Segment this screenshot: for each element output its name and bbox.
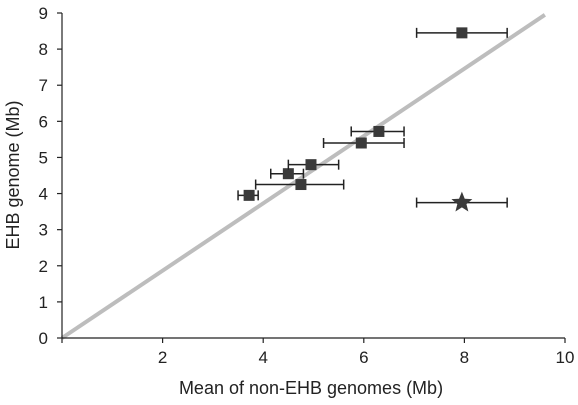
data-points — [237, 27, 508, 212]
data-point-4 — [287, 159, 340, 171]
y-tick-label: 4 — [39, 185, 48, 204]
y-tick-label: 5 — [39, 148, 48, 167]
tick-labels: 0 1 2 3 4 5 6 7 8 9 2 4 6 8 10 — [39, 4, 575, 367]
y-tick-label: 9 — [39, 4, 48, 23]
data-point-5 — [322, 137, 405, 149]
y-tick-label: 1 — [39, 293, 48, 312]
y-axis-label: EHB genome (Mb) — [3, 100, 23, 249]
square-marker — [295, 179, 307, 191]
x-tick-label: 6 — [359, 348, 368, 367]
data-point-3 — [254, 179, 345, 191]
x-axis-label: Mean of non-EHB genomes (Mb) — [179, 378, 443, 398]
square-marker — [355, 137, 367, 149]
y-tick-label: 0 — [39, 329, 48, 348]
x-tick-label: 10 — [556, 348, 575, 367]
square-marker — [373, 125, 385, 137]
axes — [57, 12, 566, 343]
x-tick-label: 2 — [158, 348, 167, 367]
y-tick-label: 7 — [39, 76, 48, 95]
square-marker — [243, 189, 255, 201]
data-point-8 — [415, 191, 508, 212]
y-tick-label: 2 — [39, 257, 48, 276]
y-tick-label: 6 — [39, 112, 48, 131]
data-point-7 — [415, 27, 508, 39]
data-point-2 — [269, 168, 305, 180]
square-marker — [282, 168, 294, 180]
data-point-6 — [350, 125, 405, 137]
y-tick-label: 8 — [39, 40, 48, 59]
square-marker — [456, 27, 468, 39]
star-marker — [451, 191, 473, 212]
data-point-1 — [237, 189, 259, 201]
x-tick-label: 4 — [258, 348, 267, 367]
x-tick-label: 8 — [460, 348, 469, 367]
y-tick-label: 3 — [39, 221, 48, 240]
square-marker — [305, 159, 317, 171]
